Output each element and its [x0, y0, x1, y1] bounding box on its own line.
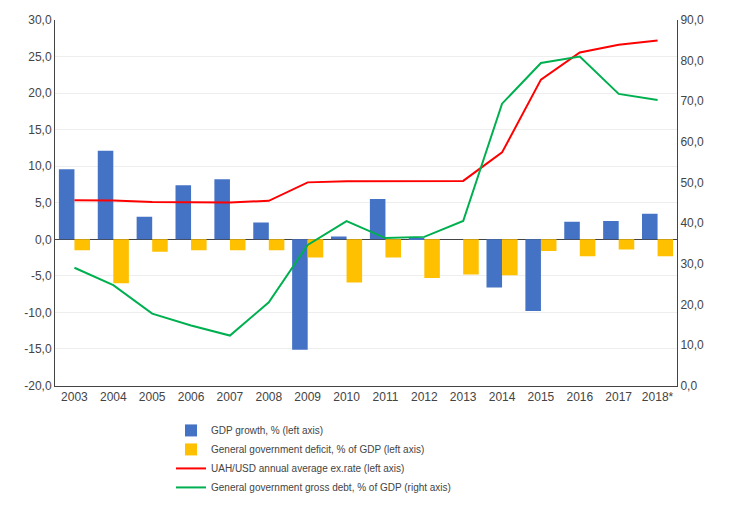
svg-text:10,0: 10,0 [28, 159, 52, 173]
svg-text:20,0: 20,0 [28, 86, 52, 100]
svg-text:80,0: 80,0 [680, 54, 704, 68]
svg-text:-5,0: -5,0 [31, 269, 52, 283]
svg-text:2005: 2005 [139, 390, 166, 404]
svg-text:2015: 2015 [528, 390, 555, 404]
svg-text:60,0: 60,0 [680, 135, 704, 149]
svg-text:30,0: 30,0 [680, 257, 704, 271]
svg-text:90,0: 90,0 [680, 13, 704, 27]
svg-text:2012: 2012 [411, 390, 438, 404]
svg-text:UAH/USD annual average ex.rate: UAH/USD annual average ex.rate (left axi… [211, 463, 404, 474]
svg-text:2010: 2010 [333, 390, 360, 404]
svg-text:20,0: 20,0 [680, 298, 704, 312]
svg-text:15,0: 15,0 [28, 123, 52, 137]
svg-text:2018*: 2018* [642, 390, 674, 404]
svg-text:40,0: 40,0 [680, 216, 704, 230]
svg-text:-15,0: -15,0 [24, 342, 52, 356]
svg-text:2008: 2008 [255, 390, 282, 404]
svg-text:70,0: 70,0 [680, 94, 704, 108]
svg-text:2006: 2006 [178, 390, 205, 404]
svg-text:GDP growth, % (left axis): GDP growth, % (left axis) [211, 425, 323, 436]
svg-text:2007: 2007 [217, 390, 244, 404]
svg-text:2003: 2003 [61, 390, 88, 404]
svg-text:-20,0: -20,0 [24, 379, 52, 393]
svg-text:30,0: 30,0 [28, 13, 52, 27]
svg-text:2016: 2016 [566, 390, 593, 404]
svg-text:2014: 2014 [489, 390, 516, 404]
svg-text:General government gross debt,: General government gross debt, % of GDP … [211, 482, 451, 493]
svg-text:2009: 2009 [294, 390, 321, 404]
svg-text:0,0: 0,0 [680, 379, 697, 393]
svg-text:0,0: 0,0 [35, 233, 52, 247]
svg-text:2011: 2011 [373, 390, 399, 404]
svg-text:General government deficit, %: General government deficit, % of GDP (le… [211, 444, 424, 455]
svg-text:10,0: 10,0 [680, 338, 704, 352]
svg-text:5,0: 5,0 [35, 196, 52, 210]
svg-text:2017: 2017 [605, 390, 632, 404]
svg-text:2004: 2004 [100, 390, 127, 404]
svg-text:2013: 2013 [450, 390, 477, 404]
svg-text:50,0: 50,0 [680, 176, 704, 190]
svg-text:25,0: 25,0 [28, 50, 52, 64]
svg-text:-10,0: -10,0 [24, 306, 52, 320]
